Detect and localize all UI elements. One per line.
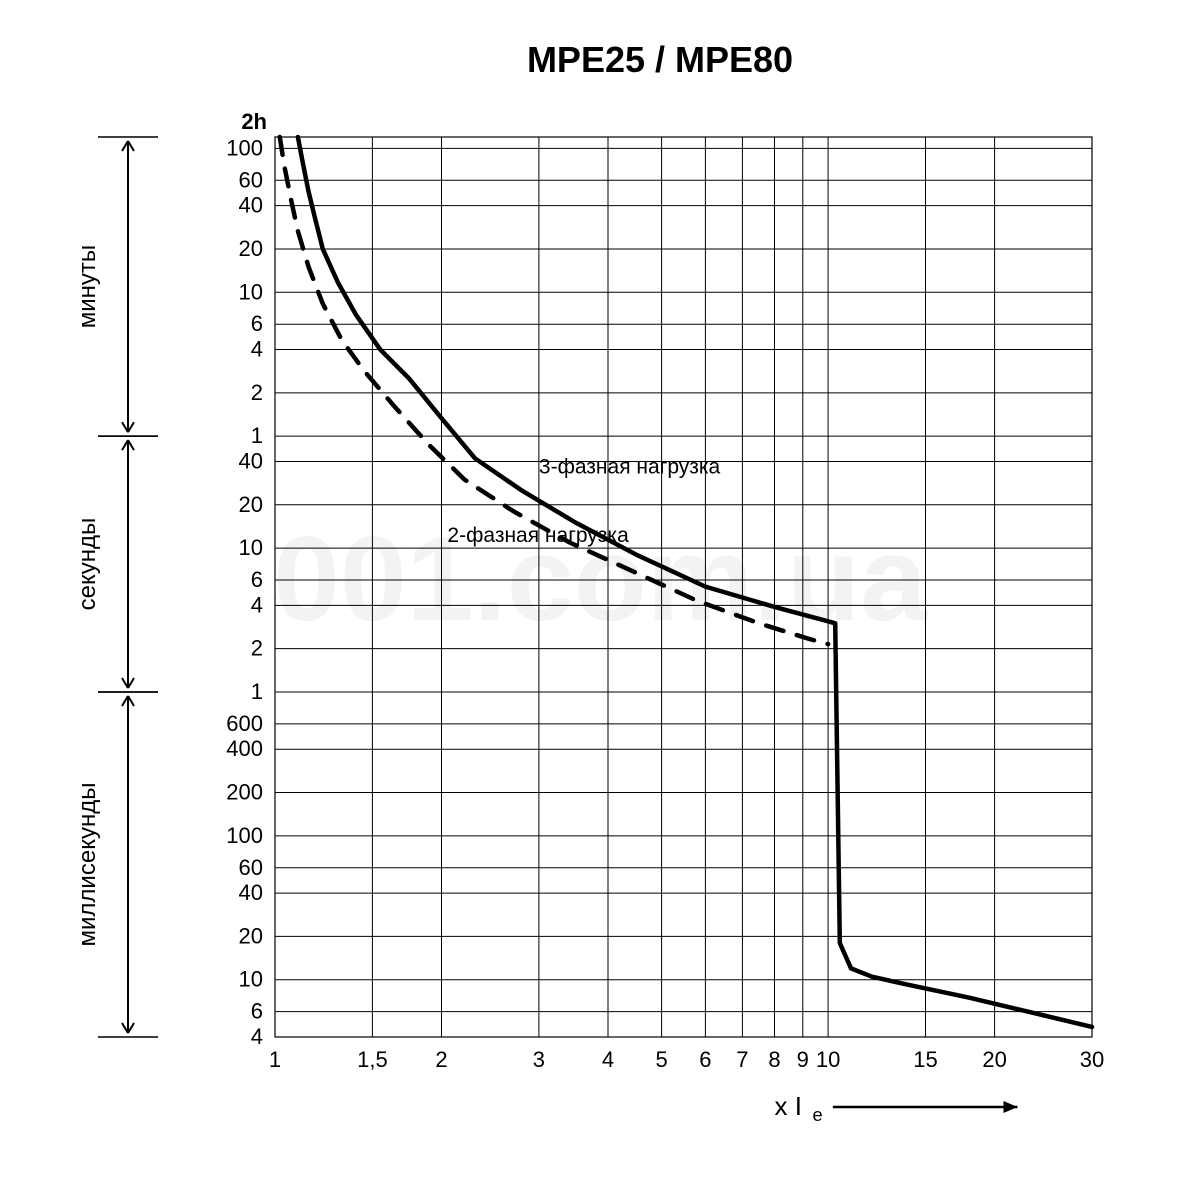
y-tick-label: 10 [239,967,263,992]
y-tick-label: 100 [226,823,263,848]
x-tick-label: 2 [435,1047,447,1072]
y-tick-label: 1 [251,679,263,704]
x-tick-label: 4 [602,1047,614,1072]
x-tick-label: 20 [982,1047,1006,1072]
x-tick-label: 15 [913,1047,937,1072]
x-tick-label: 5 [655,1047,667,1072]
y-tick-label: 200 [226,780,263,805]
y-tick-label: 6 [251,567,263,592]
x-tick-label: 7 [736,1047,748,1072]
y-tick-label: 100 [226,135,263,160]
svg-text:x I: x I [775,1091,802,1121]
y-tick-label: 60 [239,167,263,192]
y-tick-label: 20 [239,492,263,517]
y-section-label: минуты [74,245,101,328]
trip-curve-chart: 001.com.uaMPE25 / MPE8011,52345678910152… [0,0,1200,1200]
y-tick-label: 2 [251,636,263,661]
y-tick-label: 60 [239,855,263,880]
label-2phase: 2-фазная нагрузка [447,524,629,547]
x-tick-label: 10 [816,1047,840,1072]
label-3phase: 3-фазная нагрузка [539,456,721,479]
y-tick-label: 600 [226,711,263,736]
y-section-label: миллисекунды [74,783,101,947]
y-tick-label: 4 [251,337,263,362]
x-tick-label: 1,5 [357,1047,388,1072]
y-tick-label: 40 [239,448,263,473]
chart-title: MPE25 / MPE80 [527,39,793,80]
x-tick-label: 9 [797,1047,809,1072]
x-tick-label: 3 [533,1047,545,1072]
y-tick-label: 4 [251,592,263,617]
x-tick-label: 6 [699,1047,711,1072]
y-tick-label: 400 [226,736,263,761]
y-tick-label: 20 [239,236,263,261]
x-tick-label: 30 [1080,1047,1104,1072]
y-tick-label: 1 [251,423,263,448]
y-section-label: секунды [74,518,101,611]
y-tick-label: 4 [251,1024,263,1049]
y-tick-label: 20 [239,923,263,948]
y-tick-label: 6 [251,999,263,1024]
y-tick-label: 40 [239,193,263,218]
y-tick-label: 6 [251,311,263,336]
y-tick-label: 2 [251,380,263,405]
x-tick-label: 1 [269,1047,281,1072]
x-axis-label: x Ie [775,1091,1018,1125]
y-top-label: 2h [241,109,267,134]
y-tick-label: 10 [239,535,263,560]
y-tick-label: 10 [239,279,263,304]
y-tick-label: 40 [239,880,263,905]
svg-text:e: e [813,1105,823,1125]
x-tick-label: 8 [768,1047,780,1072]
